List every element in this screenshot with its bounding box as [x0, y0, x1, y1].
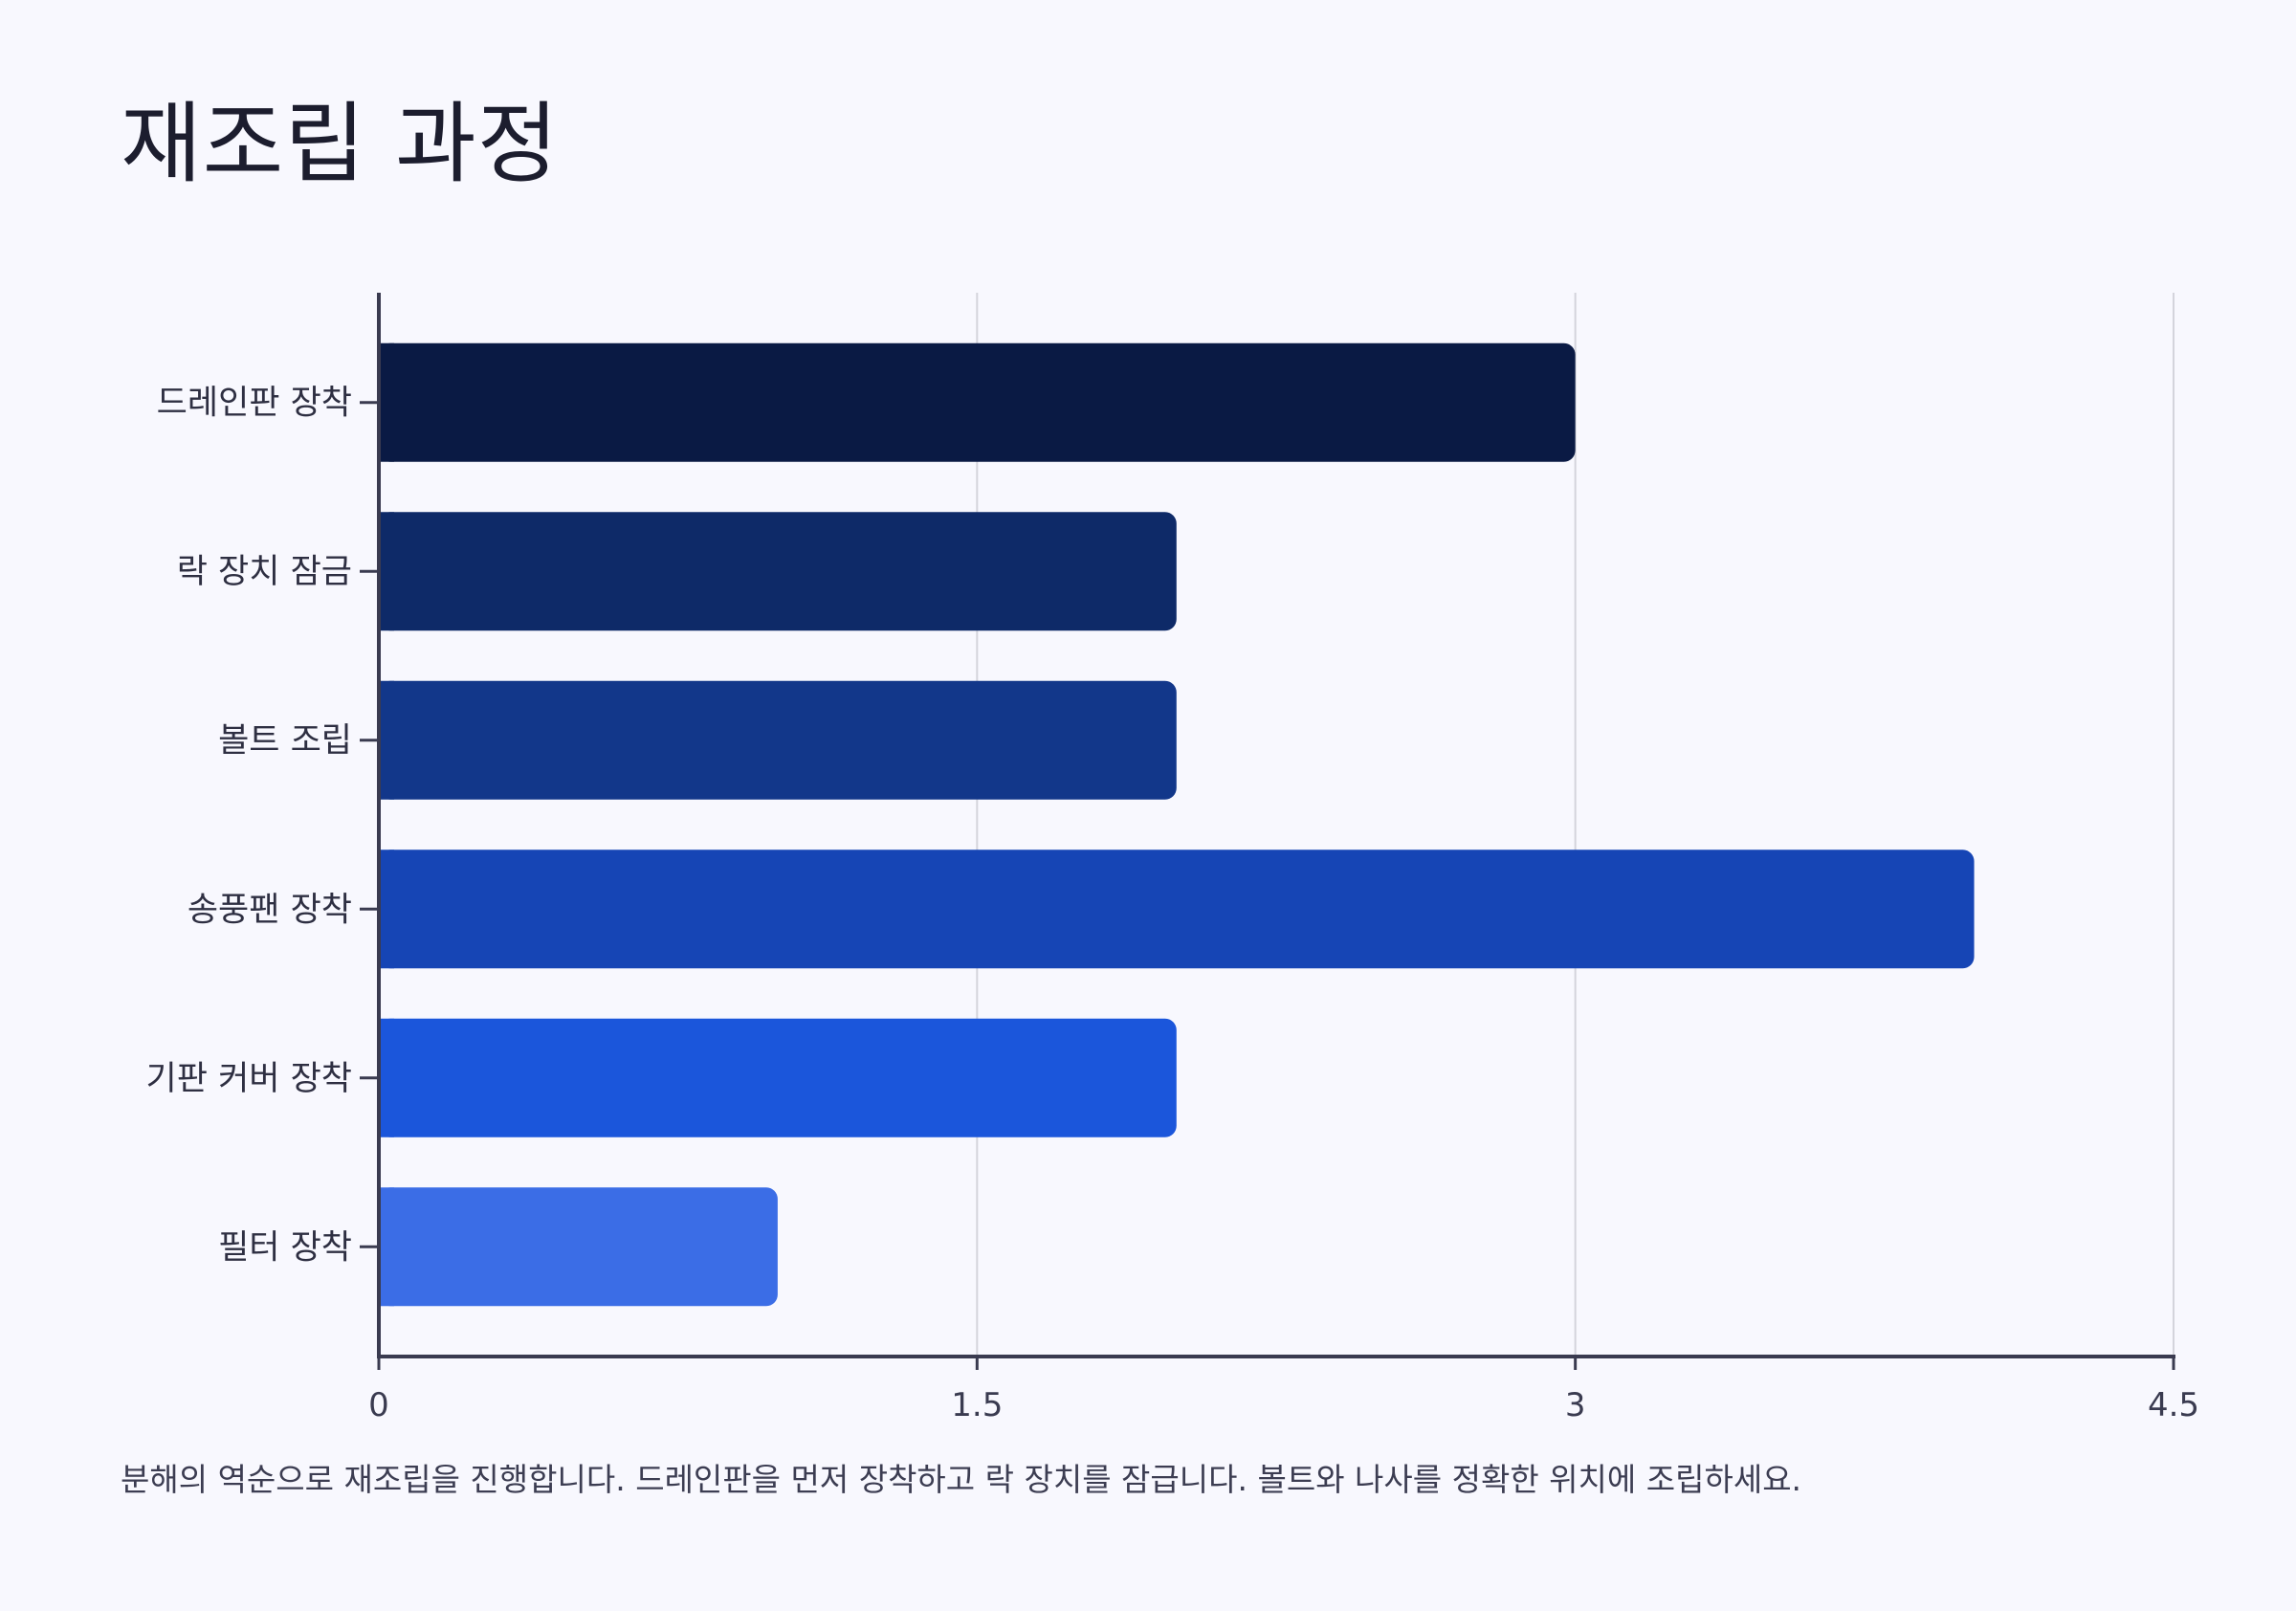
bar — [379, 680, 1177, 800]
y-category-label: 기판 커버 장착 — [146, 1060, 352, 1098]
y-category-label: 송풍팬 장착 — [188, 891, 352, 929]
bar-base — [379, 680, 394, 800]
y-category-label: 필터 장착 — [218, 1228, 352, 1267]
bar — [379, 850, 1975, 969]
chart-note: 분해의 역순으로 재조립을 진행합니다. 드레인판을 먼저 장착하고 락 장치를… — [121, 1461, 1802, 1498]
chart-title: 재조립 과정 — [121, 93, 560, 195]
x-tick-label: 1.5 — [951, 1386, 1003, 1424]
bar-base — [379, 1018, 394, 1137]
bar — [379, 1187, 778, 1307]
x-tick-label: 4.5 — [2148, 1386, 2199, 1424]
y-category-label: 볼트 조립 — [218, 722, 352, 761]
axes — [360, 293, 2175, 1370]
bar-base — [379, 512, 394, 631]
bars — [379, 342, 1975, 1307]
x-tick-label: 0 — [368, 1386, 389, 1424]
y-category-label: 락 장치 잠금 — [177, 553, 352, 591]
x-tick-label: 3 — [1565, 1386, 1586, 1424]
bar-base — [379, 1187, 394, 1307]
bar — [379, 512, 1177, 631]
bar-base — [379, 342, 394, 462]
gridlines — [976, 293, 2175, 1357]
bar — [379, 342, 1576, 462]
bar — [379, 1018, 1177, 1137]
bar-base — [379, 850, 394, 969]
y-category-label: 드레인판 장착 — [157, 385, 352, 423]
